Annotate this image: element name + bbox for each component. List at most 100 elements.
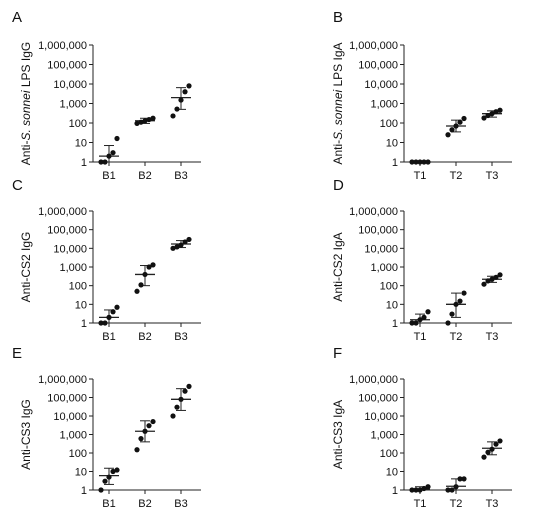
y-axis-title-part: S. sonnei xyxy=(331,90,345,140)
data-point xyxy=(146,264,152,270)
panel-e: E 1 10 100 1,000 10,000 100,000 1,000,000 B1 B2 B3… xyxy=(12,345,201,510)
series-group-b1 xyxy=(98,135,120,165)
y-tick-label: 10 xyxy=(75,138,87,150)
data-point xyxy=(481,281,487,287)
y-tick-label: 10,000 xyxy=(364,79,398,91)
y-axis-title: Anti-CS2 IgA xyxy=(331,232,345,301)
y-tick-label: 100,000 xyxy=(47,225,87,237)
x-tick-label: B2 xyxy=(138,498,151,510)
data-point xyxy=(445,320,451,326)
x-tick-label: B1 xyxy=(102,498,115,510)
y-tick-label: 100,000 xyxy=(358,225,398,237)
data-point xyxy=(170,413,176,419)
data-point xyxy=(425,159,431,165)
y-tick-label: 1 xyxy=(81,318,87,330)
data-point xyxy=(98,320,104,326)
panel-letter: F xyxy=(333,345,342,362)
data-point xyxy=(134,288,140,294)
data-point xyxy=(114,135,120,142)
data-point xyxy=(142,271,148,278)
data-point xyxy=(449,311,455,317)
panel-c: C 1 10 100 1,000 10,000 100,000 1,000,000 B1 B2 B3… xyxy=(12,177,201,343)
data-point xyxy=(413,487,419,493)
y-axis-title-part: Anti-CS3 IgG xyxy=(19,399,33,470)
data-point xyxy=(485,112,491,119)
data-point xyxy=(409,320,415,326)
data-point xyxy=(186,83,192,89)
x-tick-label: B3 xyxy=(174,170,187,182)
data-point xyxy=(421,159,427,165)
series-group-b2 xyxy=(134,115,156,127)
data-point xyxy=(146,116,152,123)
data-point xyxy=(186,383,192,389)
y-tick-label: 100 xyxy=(380,281,398,293)
series-group-t1 xyxy=(409,484,431,493)
y-tick-label: 1,000 xyxy=(370,99,398,111)
data-point xyxy=(493,109,499,115)
data-point xyxy=(106,153,112,159)
y-tick-label: 100 xyxy=(380,118,398,130)
y-tick-label: 1 xyxy=(392,485,398,497)
data-point xyxy=(182,239,188,245)
y-tick-label: 100,000 xyxy=(358,393,398,405)
y-axis-title-part: Anti- xyxy=(19,141,33,166)
y-tick-label: 1,000 xyxy=(370,430,398,442)
series-group-t3 xyxy=(481,438,503,460)
series-group-t1 xyxy=(409,159,431,165)
data-point xyxy=(138,436,144,442)
y-tick-label: 100 xyxy=(380,448,398,460)
data-point xyxy=(453,301,459,307)
x-tick-label: T1 xyxy=(414,170,427,182)
y-tick-label: 1,000 xyxy=(370,262,398,274)
data-point xyxy=(102,159,108,165)
data-point xyxy=(457,476,463,482)
y-tick-label: 1,000,000 xyxy=(38,206,87,218)
data-point xyxy=(178,396,184,402)
data-point xyxy=(134,120,140,127)
data-point xyxy=(461,115,467,122)
data-point xyxy=(453,123,459,129)
data-point xyxy=(481,115,487,121)
panel-d: D 1 10 100 1,000 10,000 100,000 1,000,000 T1 T2 T3… xyxy=(331,177,512,343)
data-point xyxy=(178,97,184,103)
y-tick-label: 1,000,000 xyxy=(38,40,87,52)
y-tick-label: 1,000,000 xyxy=(38,374,87,386)
data-point xyxy=(481,454,487,460)
series-group-t3 xyxy=(481,272,503,287)
data-point xyxy=(170,245,176,251)
y-tick-label: 10,000 xyxy=(364,411,398,423)
y-tick-label: 100,000 xyxy=(47,393,87,405)
data-point xyxy=(445,132,451,138)
y-axis-title-part: Anti- xyxy=(331,140,345,165)
data-point xyxy=(174,404,180,410)
data-point xyxy=(142,428,148,434)
y-tick-label: 1,000,000 xyxy=(349,206,398,218)
panel-letter: D xyxy=(333,177,344,194)
y-axis-title-part: LPS IgA xyxy=(331,42,345,89)
data-point xyxy=(417,159,423,165)
x-tick-label: T2 xyxy=(450,331,463,343)
series-group-b1 xyxy=(98,467,120,493)
y-tick-label: 1,000 xyxy=(59,262,87,274)
data-point xyxy=(497,107,503,113)
y-tick-label: 1 xyxy=(392,318,398,330)
series-group-b2 xyxy=(134,418,156,453)
data-point xyxy=(449,487,455,493)
series-group-b2 xyxy=(134,262,156,294)
y-tick-label: 1 xyxy=(81,485,87,497)
y-tick-label: 10 xyxy=(75,299,87,311)
y-tick-label: 10 xyxy=(386,138,398,150)
data-point xyxy=(106,474,112,480)
data-point xyxy=(425,309,431,315)
series-group-t1 xyxy=(409,309,431,326)
data-point xyxy=(138,119,144,125)
data-point xyxy=(114,304,120,310)
x-tick-label: T3 xyxy=(486,331,499,343)
data-point xyxy=(493,274,499,280)
x-tick-label: T2 xyxy=(450,170,463,182)
series-group-t3 xyxy=(481,107,503,121)
y-axis-title: Anti-CS2 IgG xyxy=(19,232,33,303)
series-group-b3 xyxy=(170,83,192,119)
y-tick-label: 10,000 xyxy=(53,411,87,423)
series-group-t2 xyxy=(445,115,467,138)
